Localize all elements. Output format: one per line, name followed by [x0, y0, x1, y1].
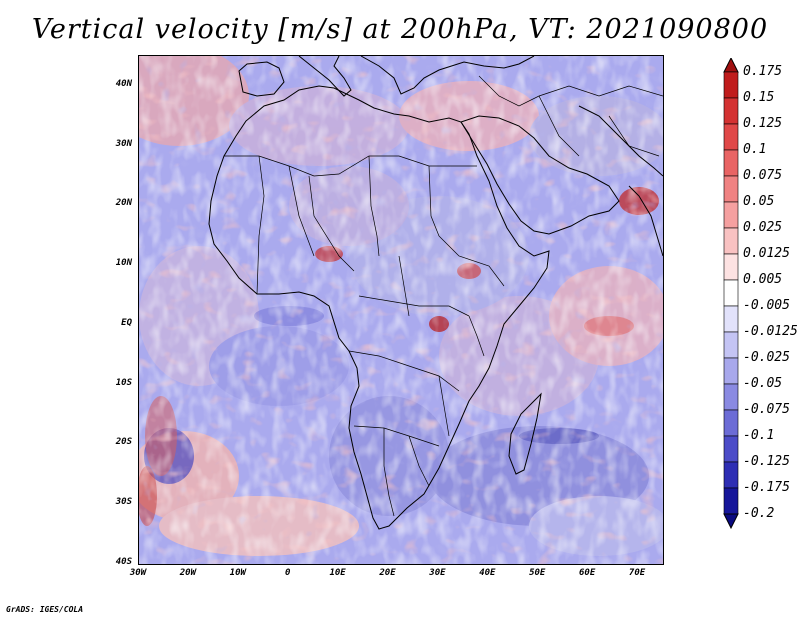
lon-tick-label: 20E	[379, 568, 396, 578]
lat-tick-label: 10S	[115, 377, 132, 388]
lon-tick-label: 10W	[229, 568, 246, 578]
lon-tick-label: 70E	[628, 568, 646, 578]
lat-tick-label: 10N	[115, 258, 132, 269]
arabia-coastline	[460, 115, 620, 235]
lon-tick-label: 30E	[429, 568, 446, 578]
colorbar-segment	[723, 383, 739, 411]
lon-tick-label: 60E	[579, 568, 596, 578]
colorbar-level-label: -0.1	[743, 428, 775, 443]
country-borders	[224, 75, 663, 517]
lat-tick-label: 20S	[115, 437, 132, 448]
texture-white	[139, 56, 663, 564]
lon-tick-label: 20W	[179, 568, 197, 578]
colorbar-segment	[723, 71, 739, 99]
colorbar-level-label: -0.2	[743, 506, 775, 521]
lon-tick-label: 50E	[529, 568, 546, 578]
colorbar-level-label: -0.125	[743, 454, 790, 469]
grads-credit: GrADS: IGES/COLA	[6, 605, 84, 614]
colorbar-level-label: 0.025	[743, 220, 783, 235]
colorbar-level-label: -0.025	[743, 350, 790, 365]
colorbar-segment	[723, 175, 739, 203]
colorbar-level-label: 0.075	[743, 168, 783, 183]
colorbar-segment	[723, 253, 739, 281]
colorbar-segment	[723, 305, 739, 333]
colorbar-segment	[723, 97, 739, 125]
colorbar-segment	[723, 227, 739, 255]
colorbar-segment	[723, 201, 739, 229]
africa-coastline	[208, 85, 550, 530]
colorbar-segment	[723, 487, 739, 515]
lat-tick-label: EQ	[121, 317, 132, 328]
colorbar-segment	[723, 435, 739, 463]
lat-tick-label: 30S	[115, 497, 132, 508]
balkans-coastline	[360, 56, 535, 95]
colorbar-level-label: 0.175	[743, 64, 783, 79]
colorbar-segment	[723, 279, 739, 307]
colorbar-min-arrow	[723, 513, 739, 530]
colorbar-level-label: 0.1	[743, 142, 767, 157]
lon-tick-label: 40E	[479, 568, 496, 578]
colorbar-segment	[723, 357, 739, 385]
madagascar-coastline	[508, 392, 542, 475]
colorbar-segment	[723, 123, 739, 151]
colorbar-level-label: -0.005	[743, 298, 790, 313]
colorbar-segment	[723, 409, 739, 437]
colorbar-level-label: 0.005	[743, 272, 783, 287]
velocity-field-map	[139, 56, 663, 564]
colorbar-max-arrow	[723, 58, 739, 73]
colorbar-segment	[723, 331, 739, 359]
lon-tick-label: 30W	[129, 568, 147, 578]
colorbar-level-label: -0.175	[743, 480, 790, 495]
map-panel	[138, 55, 664, 565]
colorbar-level-label: -0.075	[743, 402, 790, 417]
coastlines	[208, 56, 663, 530]
iberia-coastline	[238, 61, 285, 97]
colorbar-segment	[723, 149, 739, 177]
chart-title: Vertical velocity [m/s] at 200hPa, VT: 2…	[31, 14, 769, 45]
india-coastline	[628, 185, 663, 257]
lat-tick-label: 30N	[115, 138, 132, 149]
colorbar-level-label: -0.05	[743, 376, 783, 391]
colorbar-segment	[723, 461, 739, 489]
colorbar-level-label: -0.0125	[743, 324, 798, 339]
colorbar-level-label: 0.15	[743, 90, 775, 105]
lat-tick-label: 20N	[115, 198, 132, 209]
europe-coastline	[298, 56, 352, 97]
colorbar-level-label: 0.0125	[743, 246, 790, 261]
lon-tick-label: 10E	[329, 568, 346, 578]
colorbar-level-label: 0.05	[743, 194, 775, 209]
colorbar-level-label: 0.125	[743, 116, 783, 131]
lat-tick-label: 40N	[115, 78, 132, 89]
lon-tick-label: 0	[284, 568, 291, 578]
lat-tick-label: 40S	[115, 557, 132, 567]
colorbar	[723, 58, 739, 530]
